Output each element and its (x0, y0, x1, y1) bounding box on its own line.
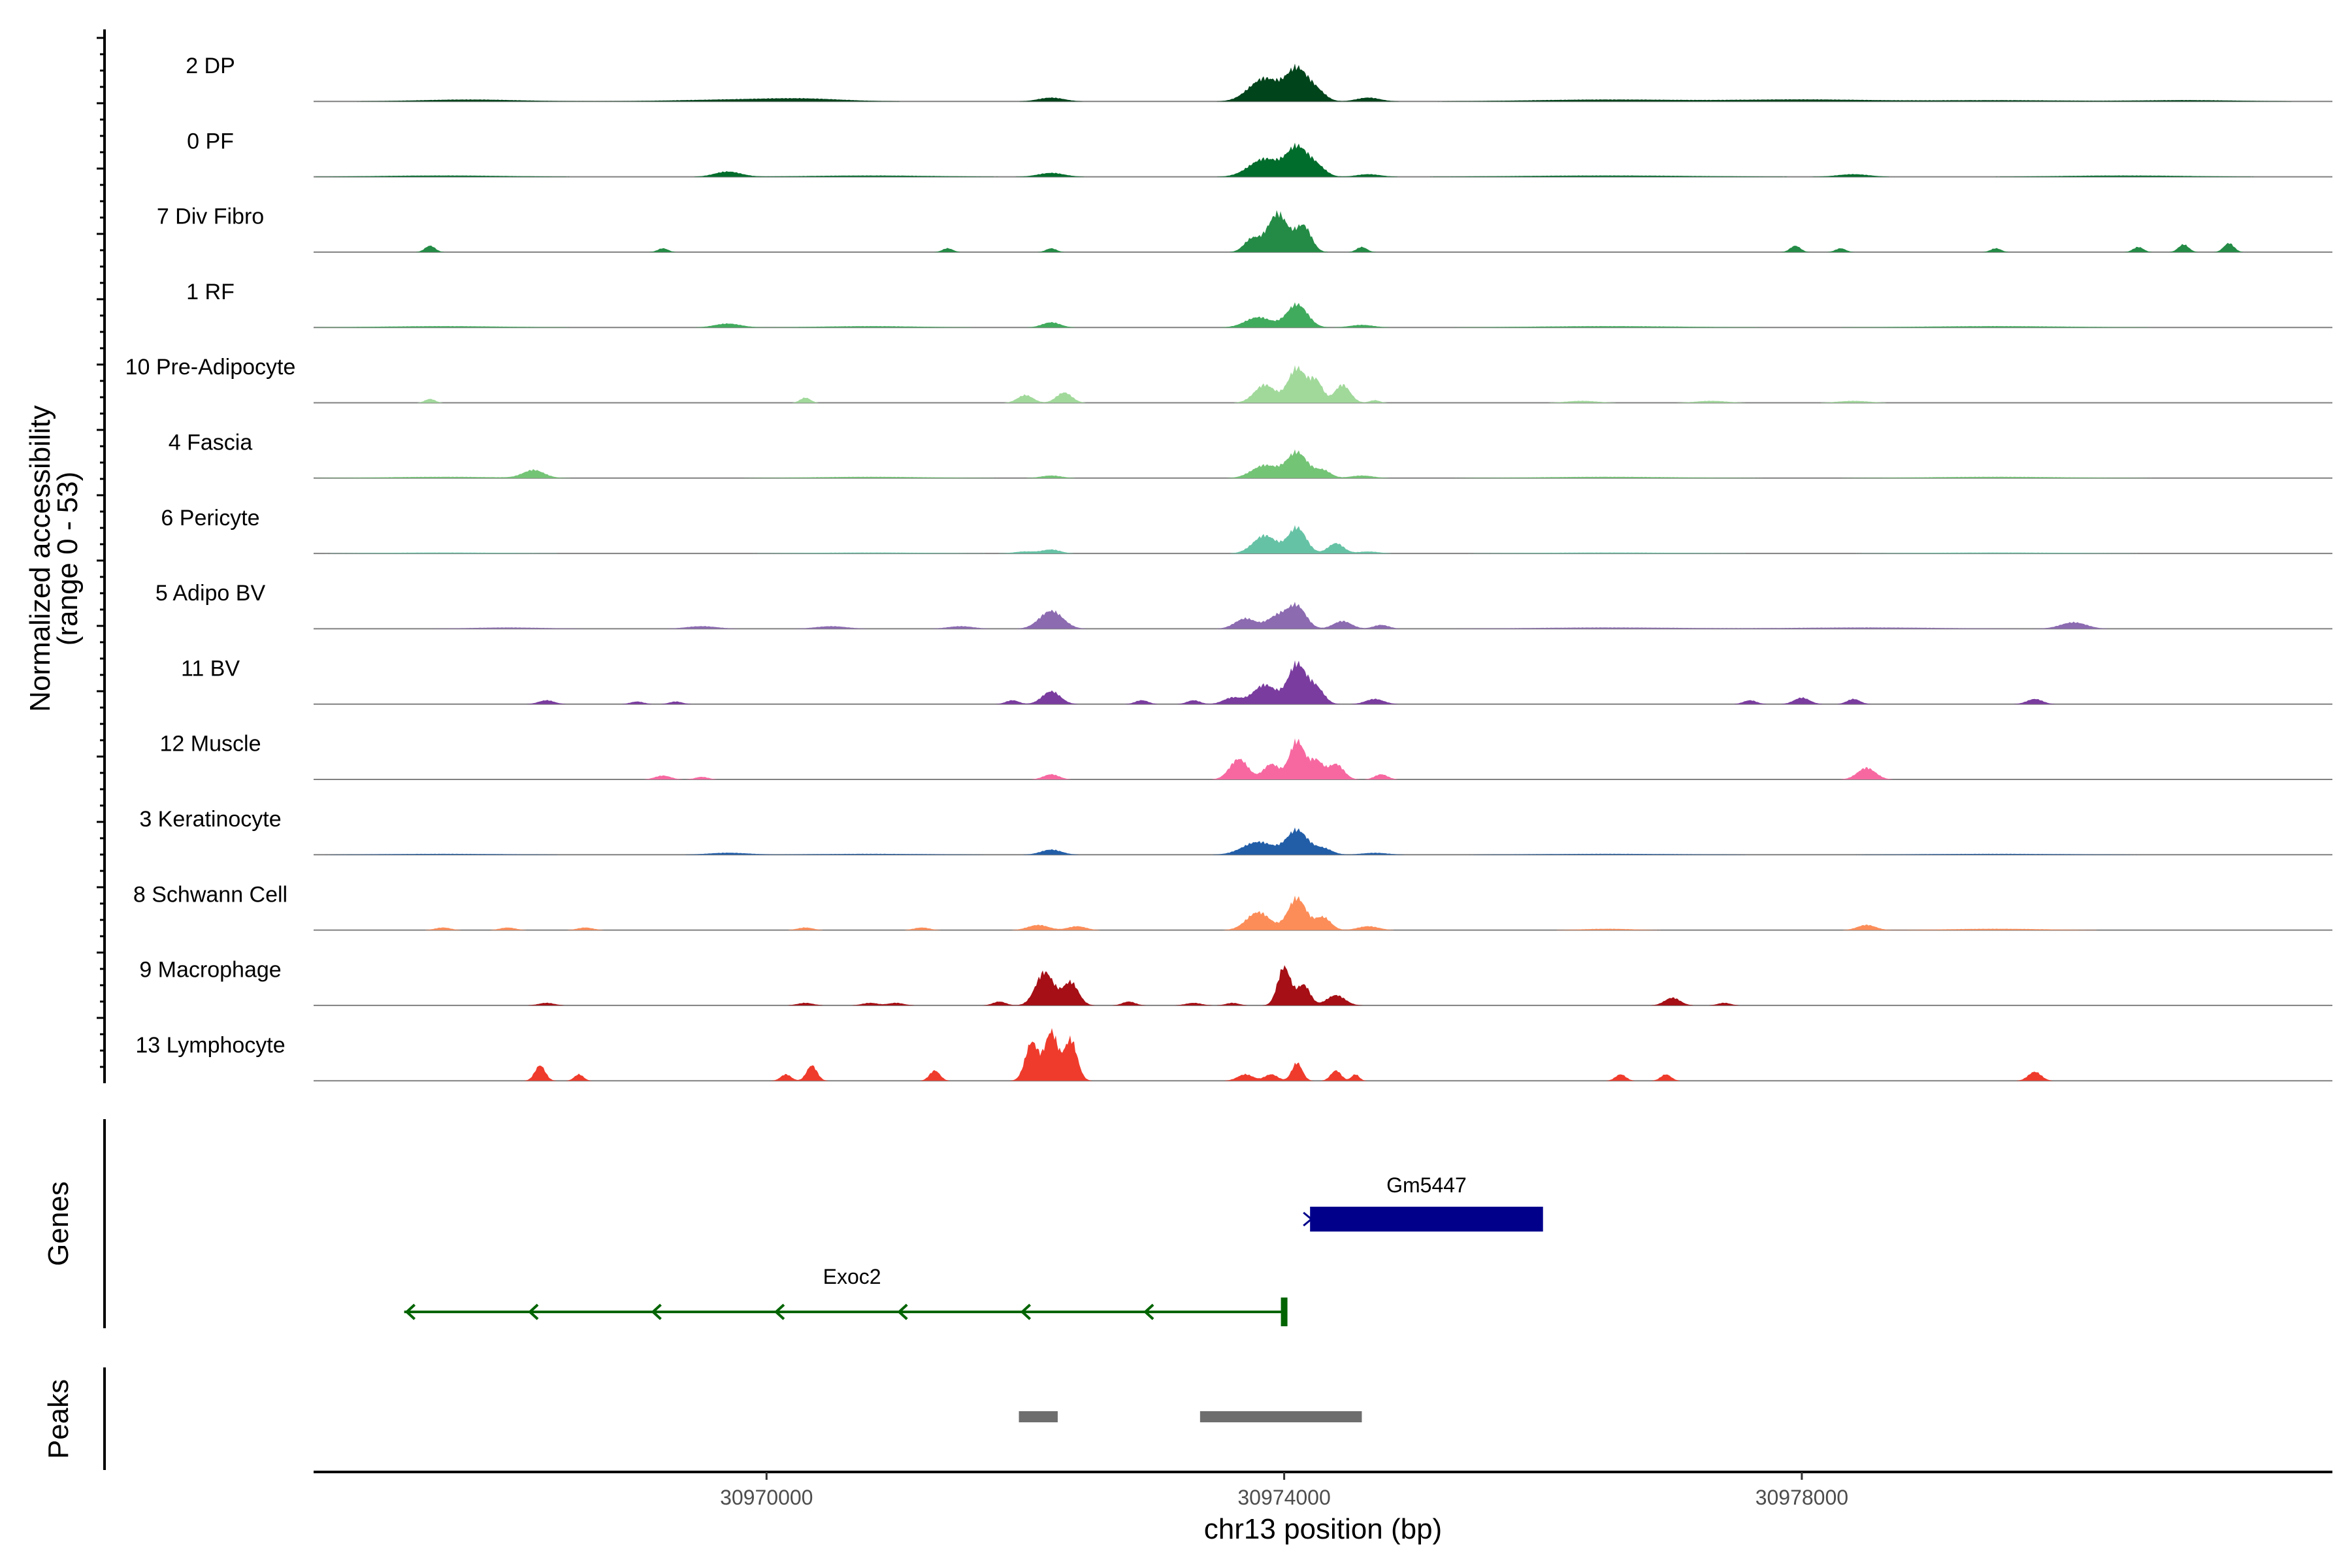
y-axis-title-line2: (range 0 - 53) (52, 472, 84, 646)
coverage-area-8-schwann-cell (314, 895, 2332, 930)
coverage-area-5-adipo-bv (314, 602, 2332, 629)
track-label: 3 Keratinocyte (139, 807, 281, 832)
track-label: 8 Schwann Cell (133, 882, 287, 907)
track-label: 11 BV (181, 656, 240, 681)
track-11-bv: 11 BV (181, 656, 2332, 705)
genes-panel-title: Genes (42, 1181, 74, 1266)
track-label: 10 Pre-Adipocyte (125, 355, 296, 380)
gene-strand-arrow (404, 1303, 416, 1320)
peak-region (1200, 1411, 1362, 1422)
peaks-panel-title: Peaks (42, 1379, 74, 1459)
track-9-macrophage: 9 Macrophage (139, 958, 2332, 1006)
coverage-area-1-rf (314, 302, 2332, 328)
track-2-dp: 2 DP (186, 54, 2332, 103)
gene-label: Gm5447 (1386, 1173, 1467, 1197)
gene-label: Exoc2 (823, 1265, 881, 1288)
coverage-area-2-dp (314, 63, 2332, 102)
coverage-area-6-pericyte (314, 525, 2332, 554)
y-axis-title-line1: Normalized accessibility (24, 405, 56, 711)
track-3-keratinocyte: 3 Keratinocyte (139, 807, 2332, 856)
track-label: 12 Muscle (160, 732, 261, 757)
track-1-rf: 1 RF (186, 280, 2332, 329)
track-13-lymphocyte: 13 Lymphocyte (135, 1028, 2332, 1082)
coverage-area-4-fascia (314, 449, 2332, 478)
gene-strand-arrow (1020, 1303, 1032, 1320)
track-label: 7 Div Fibro (157, 204, 264, 229)
coverage-area-12-muscle (314, 738, 2332, 779)
x-tick-label: 30974000 (1237, 1486, 1330, 1509)
gene-strand-arrow (528, 1303, 539, 1320)
peak-region (1019, 1411, 1058, 1422)
gene-tss-marker (1281, 1298, 1288, 1326)
track-label: 2 DP (186, 54, 235, 78)
gene-strand-arrow (1303, 1211, 1313, 1227)
coverage-area-13-lymphocyte (314, 1028, 2332, 1081)
x-axis-title: chr13 position (bp) (1204, 1513, 1442, 1545)
y-axis-title: Normalized accessibility (range 0 - 53) (24, 405, 84, 711)
track-label: 1 RF (186, 280, 235, 304)
track-10-pre-adipocyte: 10 Pre-Adipocyte (125, 355, 2332, 404)
track-label: 9 Macrophage (139, 958, 281, 983)
track-label: 5 Adipo BV (155, 581, 266, 606)
gene-exon-block (1310, 1207, 1543, 1232)
peak-regions (1019, 1411, 1362, 1422)
track-label: 0 PF (187, 129, 234, 154)
x-axis-ticks: 30970000 30974000 30978000 (720, 1472, 1848, 1509)
gene-annotations: Gm5447 Exoc2 (404, 1173, 1543, 1326)
track-6-pericyte: 6 Pericyte (161, 506, 2332, 555)
gene-strand-arrow (1143, 1303, 1154, 1320)
track-8-schwann-cell: 8 Schwann Cell (133, 882, 2332, 931)
coverage-area-0-pf (314, 142, 2332, 177)
track-4-fascia: 4 Fascia (169, 431, 2332, 479)
gene-gm5447: Gm5447 (1303, 1173, 1543, 1232)
coverage-y-ticks (97, 37, 105, 1068)
x-tick-label: 30970000 (720, 1486, 813, 1509)
coverage-area-9-macrophage (314, 965, 2332, 1005)
coverage-area-7-div-fibro (314, 210, 2332, 252)
track-label: 13 Lymphocyte (135, 1033, 285, 1058)
gene-strand-arrow (774, 1303, 785, 1320)
track-label: 4 Fascia (169, 431, 253, 455)
x-tick-label: 30978000 (1756, 1486, 1848, 1509)
track-5-adipo-bv: 5 Adipo BV (155, 581, 2332, 630)
gene-exoc2: Exoc2 (404, 1265, 1288, 1326)
track-0-pf: 0 PF (187, 129, 2332, 178)
coverage-area-10-pre-adipocyte (314, 365, 2332, 403)
track-label: 6 Pericyte (161, 506, 259, 531)
gene-strand-arrow (651, 1303, 662, 1320)
coverage-area-11-bv (314, 660, 2332, 704)
track-7-div-fibro: 7 Div Fibro (157, 204, 2332, 253)
track-12-muscle: 12 Muscle (160, 732, 2332, 780)
coverage-tracks: 2 DP 0 PF 7 Div Fibro 1 RF 10 Pre-Adipocyte 4… (125, 54, 2332, 1082)
gene-strand-arrow (897, 1303, 908, 1320)
coverage-area-3-keratinocyte (314, 827, 2332, 855)
